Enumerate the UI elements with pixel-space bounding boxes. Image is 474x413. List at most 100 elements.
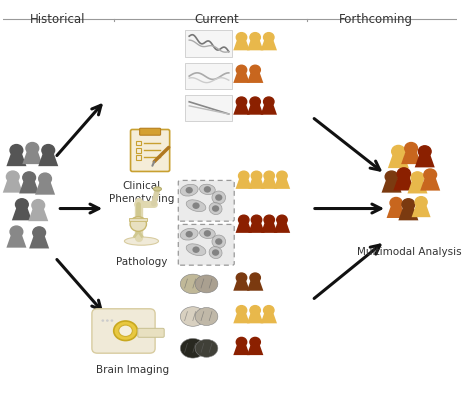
Circle shape bbox=[264, 33, 274, 42]
Polygon shape bbox=[233, 342, 250, 355]
Polygon shape bbox=[247, 342, 264, 355]
Ellipse shape bbox=[180, 339, 205, 358]
Circle shape bbox=[385, 171, 398, 183]
Ellipse shape bbox=[180, 307, 205, 326]
Polygon shape bbox=[393, 174, 414, 190]
Polygon shape bbox=[398, 205, 419, 221]
Circle shape bbox=[106, 319, 109, 322]
Polygon shape bbox=[261, 220, 277, 233]
Ellipse shape bbox=[180, 274, 205, 294]
Bar bbox=[136, 141, 141, 145]
Polygon shape bbox=[38, 151, 58, 166]
Circle shape bbox=[250, 97, 260, 107]
Circle shape bbox=[264, 306, 274, 315]
Circle shape bbox=[250, 273, 260, 282]
Circle shape bbox=[392, 145, 405, 157]
Ellipse shape bbox=[186, 200, 206, 211]
Circle shape bbox=[238, 171, 249, 180]
Circle shape bbox=[130, 217, 146, 231]
Circle shape bbox=[424, 169, 437, 180]
Bar bbox=[185, 63, 232, 89]
Circle shape bbox=[236, 273, 247, 282]
Ellipse shape bbox=[153, 187, 162, 191]
Circle shape bbox=[236, 306, 247, 315]
Circle shape bbox=[192, 202, 200, 209]
Text: Multimodal Analysis: Multimodal Analysis bbox=[357, 247, 462, 257]
Circle shape bbox=[204, 230, 211, 237]
Polygon shape bbox=[411, 202, 430, 217]
Circle shape bbox=[192, 247, 200, 253]
Polygon shape bbox=[233, 278, 250, 291]
Text: Historical: Historical bbox=[29, 13, 85, 26]
Polygon shape bbox=[387, 203, 406, 218]
Circle shape bbox=[23, 172, 36, 183]
Ellipse shape bbox=[200, 228, 215, 239]
Text: Current: Current bbox=[194, 13, 239, 26]
Ellipse shape bbox=[195, 275, 218, 293]
Polygon shape bbox=[233, 70, 250, 83]
FancyBboxPatch shape bbox=[138, 328, 164, 337]
Circle shape bbox=[212, 249, 219, 256]
Polygon shape bbox=[28, 206, 48, 221]
Circle shape bbox=[215, 238, 222, 245]
Polygon shape bbox=[29, 233, 49, 249]
Bar bbox=[185, 95, 232, 121]
Polygon shape bbox=[261, 38, 277, 50]
Ellipse shape bbox=[209, 247, 222, 259]
Circle shape bbox=[411, 172, 424, 183]
Polygon shape bbox=[236, 176, 252, 189]
Circle shape bbox=[7, 171, 19, 183]
Circle shape bbox=[185, 187, 193, 193]
Circle shape bbox=[415, 197, 427, 207]
Circle shape bbox=[236, 337, 247, 347]
Circle shape bbox=[101, 319, 104, 322]
Ellipse shape bbox=[195, 339, 218, 357]
Ellipse shape bbox=[180, 228, 198, 240]
Polygon shape bbox=[261, 311, 277, 323]
Polygon shape bbox=[3, 177, 23, 192]
Polygon shape bbox=[420, 175, 440, 191]
Circle shape bbox=[250, 65, 260, 75]
Circle shape bbox=[397, 168, 410, 180]
Circle shape bbox=[33, 227, 46, 238]
Polygon shape bbox=[247, 70, 264, 83]
Polygon shape bbox=[261, 102, 277, 115]
Circle shape bbox=[264, 97, 274, 107]
Circle shape bbox=[251, 215, 262, 225]
Circle shape bbox=[26, 142, 39, 154]
Polygon shape bbox=[7, 232, 27, 248]
Circle shape bbox=[236, 97, 247, 107]
Polygon shape bbox=[247, 278, 264, 291]
FancyBboxPatch shape bbox=[140, 128, 161, 135]
Ellipse shape bbox=[195, 308, 218, 325]
Circle shape bbox=[16, 199, 28, 210]
Circle shape bbox=[215, 194, 222, 201]
Circle shape bbox=[264, 171, 274, 180]
Ellipse shape bbox=[200, 184, 215, 195]
Ellipse shape bbox=[212, 235, 226, 248]
Circle shape bbox=[250, 337, 260, 347]
Circle shape bbox=[251, 171, 262, 180]
Polygon shape bbox=[382, 177, 401, 192]
Text: Clinical
Phenotyping: Clinical Phenotyping bbox=[109, 181, 174, 204]
Ellipse shape bbox=[186, 244, 206, 256]
Polygon shape bbox=[35, 179, 55, 195]
Polygon shape bbox=[247, 311, 264, 323]
Polygon shape bbox=[22, 149, 42, 164]
Polygon shape bbox=[248, 176, 264, 189]
Polygon shape bbox=[233, 38, 250, 50]
Circle shape bbox=[42, 145, 55, 156]
Circle shape bbox=[250, 306, 260, 315]
Polygon shape bbox=[12, 205, 32, 221]
Polygon shape bbox=[19, 178, 39, 193]
Polygon shape bbox=[7, 151, 27, 166]
FancyBboxPatch shape bbox=[178, 224, 234, 265]
Circle shape bbox=[236, 65, 247, 75]
Text: Pathology: Pathology bbox=[116, 257, 167, 268]
Circle shape bbox=[250, 33, 260, 42]
Polygon shape bbox=[261, 176, 277, 189]
FancyBboxPatch shape bbox=[92, 309, 155, 353]
Circle shape bbox=[212, 205, 219, 212]
Ellipse shape bbox=[118, 325, 132, 337]
Ellipse shape bbox=[209, 202, 222, 214]
